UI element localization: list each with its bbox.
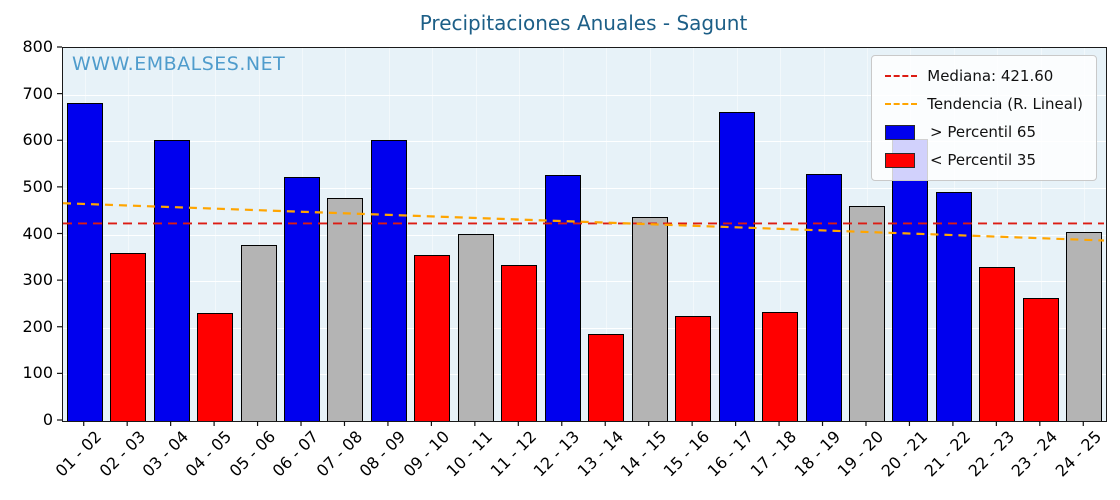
bar-15-16 (675, 316, 712, 421)
y-tick-label: 200 (22, 316, 53, 336)
median-dashed-line-icon (885, 75, 918, 77)
x-tick-label: 09 - 10 (399, 427, 453, 481)
bar-04-05 (197, 313, 234, 421)
y-tick-label: 700 (22, 83, 53, 103)
x-tick-label: 14 - 15 (616, 427, 671, 481)
x-tick-label: 21 - 22 (920, 427, 975, 481)
y-tick-label: 0 (42, 410, 53, 429)
h-gridline (63, 141, 1106, 143)
bar-14-15 (631, 217, 668, 421)
x-tick-label: 03 - 04 (138, 427, 193, 481)
bar-17-18 (762, 312, 799, 421)
x-tick-label: 12 - 13 (529, 427, 584, 481)
x-tick-label: 08 - 09 (355, 427, 410, 481)
y-tick-label: 400 (22, 223, 53, 243)
bar-07-08 (327, 198, 364, 421)
x-tick-label: 15 - 16 (660, 427, 714, 481)
h-gridline (63, 327, 1106, 329)
x-tick-label: 01 - 02 (51, 427, 106, 481)
x-tick-label: 18 - 19 (790, 427, 844, 481)
bar-21-22 (935, 192, 972, 421)
h-gridline (63, 94, 1106, 96)
h-gridline (63, 281, 1106, 283)
x-tick-label: 20 - 21 (877, 427, 931, 481)
bar-20-21 (892, 139, 929, 421)
y-tick-label: 500 (22, 176, 53, 196)
x-tick-label: 16 - 17 (703, 427, 758, 481)
x-tick-label: 13 - 14 (573, 427, 627, 481)
legend-item-tendencia: Tendencia (R. Lineal) (885, 94, 1083, 114)
x-tick-label: 24 - 25 (1051, 427, 1105, 481)
h-gridline (63, 374, 1106, 376)
bar-06-07 (284, 177, 321, 421)
legend-label-percentil65: > Percentil 65 (925, 123, 1037, 141)
bar-23-24 (1022, 298, 1059, 421)
x-tick-label: 19 - 20 (833, 427, 888, 481)
watermark: WWW.EMBALSES.NET (72, 53, 286, 75)
bar-02-03 (110, 253, 147, 421)
x-tick-label: 04 - 05 (182, 427, 236, 481)
x-tick-label: 06 - 07 (268, 427, 323, 481)
y-tick-label: 300 (22, 270, 53, 290)
legend-item-percentil65: > Percentil 65 (885, 122, 1083, 142)
bar-11-12 (501, 265, 538, 421)
x-tick-label: 05 - 06 (225, 427, 279, 481)
bar-19-20 (848, 206, 885, 421)
legend-label-mediana: Mediana: 421.60 (927, 67, 1054, 85)
bar-08-09 (370, 140, 407, 421)
x-tick-label: 11 - 12 (486, 427, 540, 481)
x-tick-label: 10 - 11 (442, 427, 497, 481)
bar-18-19 (805, 174, 842, 421)
x-tick-label: 22 - 23 (964, 427, 1018, 481)
legend-label-percentil35: < Percentil 35 (925, 151, 1037, 169)
legend-label-tendencia: Tendencia (R. Lineal) (927, 95, 1083, 113)
x-tick-label: 07 - 08 (312, 427, 366, 481)
bar-03-04 (153, 140, 190, 421)
bar-12-13 (544, 175, 581, 421)
trend-dashed-line-icon (885, 103, 918, 105)
h-gridline (63, 187, 1106, 189)
x-tick-label: 02 - 03 (95, 427, 149, 481)
legend-item-mediana: Mediana: 421.60 (885, 66, 1083, 86)
x-tick-label: 23 - 24 (1007, 427, 1062, 481)
bar-16-17 (718, 112, 755, 421)
bar-22-23 (979, 267, 1016, 421)
bar-24-25 (1066, 232, 1103, 421)
bar-01-02 (66, 103, 103, 421)
legend: Mediana: 421.60 Tendencia (R. Lineal) > … (871, 55, 1097, 181)
legend-item-percentil35: < Percentil 35 (885, 150, 1083, 170)
bar-10-11 (457, 234, 494, 421)
x-tick-label: 17 - 18 (746, 427, 801, 481)
blue-percentile-patch-icon (885, 124, 916, 140)
red-percentile-patch-icon (885, 152, 916, 168)
y-tick-label: 600 (22, 130, 53, 150)
bar-13-14 (588, 334, 625, 421)
y-tick-label: 800 (22, 37, 53, 56)
bar-05-06 (240, 245, 277, 421)
chart-title: Precipitaciones Anuales - Sagunt (419, 11, 748, 35)
y-tick-label: 100 (22, 363, 53, 383)
bar-09-10 (414, 255, 451, 421)
